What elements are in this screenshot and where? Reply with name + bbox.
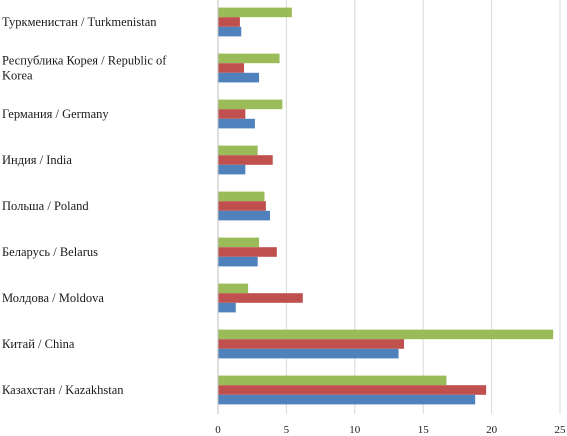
bar-series2-cat1 xyxy=(218,17,240,27)
bar-series2-cat9 xyxy=(218,385,487,395)
bar-series2-cat7 xyxy=(218,293,303,303)
bar-series2-cat8 xyxy=(218,339,405,349)
category-label-8: Китай / China xyxy=(2,337,75,351)
category-label-6: Беларусь / Belarus xyxy=(2,245,98,259)
category-labels: Туркменистан / Turkmenistan Республика Ко… xyxy=(2,15,167,397)
category-label-3: Германия / Germany xyxy=(2,107,109,121)
bar-series3-cat5 xyxy=(218,210,270,221)
bar-series2-cat4 xyxy=(218,155,273,165)
bar-series3-cat8 xyxy=(218,348,399,359)
bar-series1-cat1 xyxy=(218,7,292,18)
x-tick-label-0: 0 xyxy=(215,424,221,436)
bar-series2-cat2 xyxy=(218,63,244,73)
bar-series1-cat5 xyxy=(218,191,265,202)
bar-series2-cat3 xyxy=(218,109,246,119)
bar-series3-cat2 xyxy=(218,72,260,83)
bar-series3-cat3 xyxy=(218,118,255,129)
bar-series3-cat9 xyxy=(218,394,476,405)
x-tick-label-20: 20 xyxy=(486,424,498,436)
bar-series3-cat1 xyxy=(218,26,242,37)
bar-series1-cat3 xyxy=(218,99,283,110)
bar-series1-cat8 xyxy=(218,329,554,340)
bar-series1-cat6 xyxy=(218,237,260,248)
category-label-4: Индия / India xyxy=(2,153,72,167)
x-tick-labels: 0 5 10 15 20 25 xyxy=(215,424,566,436)
bar-series1-cat2 xyxy=(218,53,280,64)
bar-series1-cat9 xyxy=(218,375,447,386)
category-label-7: Молдова / Moldova xyxy=(2,291,104,305)
x-tick-label-25: 25 xyxy=(555,424,567,436)
bar-series2-cat5 xyxy=(218,201,266,211)
x-tick-label-5: 5 xyxy=(284,424,290,436)
category-label-5: Польша / Poland xyxy=(2,199,89,213)
bars xyxy=(218,7,554,405)
x-tick-label-10: 10 xyxy=(349,424,361,436)
bar-series3-cat6 xyxy=(218,256,258,267)
bar-series3-cat7 xyxy=(218,302,236,313)
bar-series2-cat6 xyxy=(218,247,277,257)
bar-series1-cat7 xyxy=(218,283,249,294)
bar-series3-cat4 xyxy=(218,164,246,175)
x-tick-label-15: 15 xyxy=(418,424,430,436)
category-label-1: Туркменистан / Turkmenistan xyxy=(2,15,157,29)
bar-series1-cat4 xyxy=(218,145,258,156)
category-label-9: Казахстан / Kazakhstan xyxy=(2,383,124,397)
category-label-2-line2: Korea xyxy=(2,69,33,83)
category-label-2-line1: Республика Корея / Republic of xyxy=(2,54,167,68)
